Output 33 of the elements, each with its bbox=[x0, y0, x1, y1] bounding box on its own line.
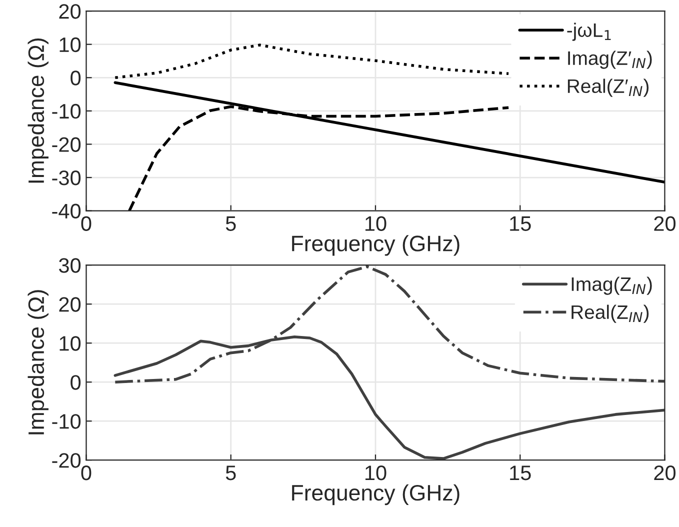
x-tick-label: 10 bbox=[365, 465, 386, 480]
legend-label: Imag(Z′$_{IN}$) bbox=[568, 50, 652, 69]
y-tick-label: 20 bbox=[59, 4, 81, 19]
y-tick-label: 10 bbox=[60, 336, 81, 351]
x-tick-label: 10 bbox=[365, 216, 386, 231]
y-tick-label: -20 bbox=[52, 137, 81, 152]
y-tick-label: -10 bbox=[52, 414, 81, 429]
y-tick-label: 20 bbox=[59, 297, 81, 312]
y-axis-title: Impedance (Ω) bbox=[28, 38, 48, 183]
y-tick-label: 30 bbox=[58, 258, 81, 273]
x-tick-label: 0 bbox=[81, 216, 92, 231]
y-tick-label: 10 bbox=[60, 37, 81, 52]
x-tick-label: 20 bbox=[654, 465, 676, 480]
y-tick-label: -20 bbox=[52, 453, 81, 468]
legend-label: -jωL$_{1}$ bbox=[567, 22, 611, 41]
legend-label: Real(Z$_{IN}$) bbox=[572, 304, 649, 323]
y-tick-label: -30 bbox=[52, 170, 81, 186]
x-tick-label: 0 bbox=[81, 465, 92, 480]
x-tick-label: 15 bbox=[510, 466, 531, 480]
legend-label: Imag(Z$_{IN}$) bbox=[572, 276, 652, 295]
y-tick-label: 0 bbox=[70, 70, 81, 86]
x-axis-title: Frequency (GHz) bbox=[292, 484, 460, 506]
y-tick-label: -10 bbox=[52, 104, 81, 119]
y-tick-label: 0 bbox=[70, 375, 81, 390]
x-axis-title: Frequency (GHz) bbox=[292, 235, 460, 256]
line-series bbox=[114, 44, 510, 80]
x-tick-label: 5 bbox=[226, 216, 236, 231]
y-tick-label: -40 bbox=[52, 204, 81, 219]
x-tick-label: 20 bbox=[654, 216, 676, 231]
x-tick-label: 5 bbox=[226, 466, 236, 480]
y-axis-title: Impedance (Ω) bbox=[28, 290, 48, 434]
x-tick-label: 15 bbox=[510, 216, 531, 231]
legend-label: Real(Z′$_{IN}$) bbox=[568, 78, 649, 97]
